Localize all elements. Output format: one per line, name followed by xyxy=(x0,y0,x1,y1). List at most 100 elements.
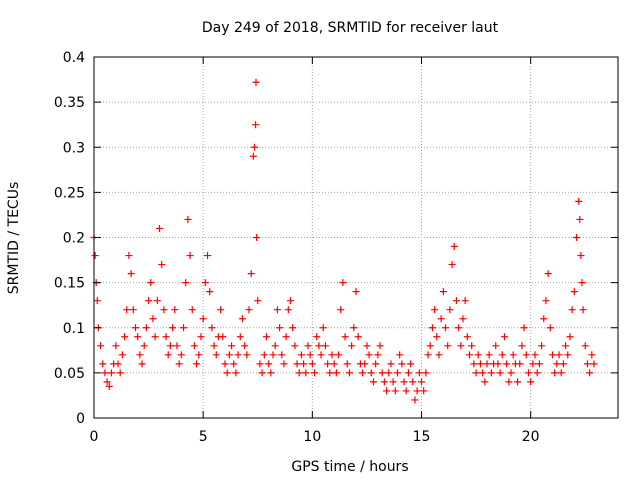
data-point xyxy=(262,333,270,341)
data-point xyxy=(190,342,198,350)
data-point xyxy=(228,342,236,350)
data-point xyxy=(134,333,142,341)
data-point xyxy=(422,369,430,377)
data-point xyxy=(212,351,220,359)
data-point xyxy=(140,342,148,350)
data-point xyxy=(576,215,584,223)
data-point xyxy=(250,143,258,151)
data-point xyxy=(208,324,216,332)
data-point xyxy=(153,297,161,305)
data-point xyxy=(448,261,456,269)
data-point xyxy=(223,369,231,377)
x-axis-label: GPS time / hours xyxy=(291,459,408,475)
data-point xyxy=(177,351,185,359)
data-point xyxy=(468,342,476,350)
data-point xyxy=(479,369,487,377)
data-point xyxy=(470,360,478,368)
data-point xyxy=(492,342,500,350)
data-point xyxy=(544,270,552,278)
data-point xyxy=(308,360,316,368)
data-point xyxy=(267,369,275,377)
data-point xyxy=(411,396,419,404)
data-point xyxy=(374,351,382,359)
data-point xyxy=(387,360,395,368)
data-point xyxy=(581,342,589,350)
data-point xyxy=(483,360,491,368)
data-point xyxy=(175,360,183,368)
data-point xyxy=(256,360,264,368)
data-point xyxy=(459,315,467,323)
data-point xyxy=(376,342,384,350)
x-tick-label: 15 xyxy=(413,429,431,445)
data-point xyxy=(249,152,257,160)
data-point xyxy=(372,360,380,368)
data-point xyxy=(260,351,268,359)
data-point xyxy=(101,369,109,377)
data-point xyxy=(562,342,570,350)
data-point xyxy=(415,369,423,377)
data-point xyxy=(437,315,445,323)
data-point xyxy=(297,351,305,359)
data-point xyxy=(367,369,375,377)
data-point xyxy=(291,342,299,350)
data-point xyxy=(365,351,373,359)
data-point xyxy=(300,360,308,368)
data-point xyxy=(169,324,177,332)
data-point xyxy=(156,224,163,232)
data-point xyxy=(304,342,312,350)
data-point xyxy=(293,360,301,368)
data-point xyxy=(444,342,452,350)
data-point xyxy=(138,360,146,368)
data-point xyxy=(180,324,188,332)
data-point xyxy=(391,387,399,395)
data-point xyxy=(450,243,458,251)
data-point xyxy=(206,288,214,296)
data-point xyxy=(118,351,126,359)
data-point xyxy=(557,369,565,377)
data-point xyxy=(326,369,334,377)
data-point xyxy=(424,351,432,359)
data-point xyxy=(431,306,439,314)
y-axis-label: SRMTID / TECUs xyxy=(6,182,22,295)
data-point xyxy=(476,360,484,368)
data-point xyxy=(354,333,362,341)
data-point xyxy=(186,252,194,260)
data-point xyxy=(295,369,303,377)
data-point xyxy=(566,333,574,341)
data-point xyxy=(271,342,279,350)
data-point xyxy=(393,369,401,377)
data-point xyxy=(204,252,212,260)
y-tick-label: 0.4 xyxy=(63,50,85,66)
data-point xyxy=(195,351,203,359)
data-point xyxy=(201,279,209,287)
data-point xyxy=(166,342,174,350)
data-point xyxy=(579,306,587,314)
y-tick-label: 0.25 xyxy=(54,185,85,201)
data-point xyxy=(91,252,99,260)
data-point xyxy=(518,342,526,350)
data-point xyxy=(199,315,207,323)
y-tick-label: 0.15 xyxy=(54,276,85,292)
data-point xyxy=(193,360,201,368)
data-point xyxy=(570,288,578,296)
data-point xyxy=(418,378,425,386)
data-point xyxy=(149,315,157,323)
data-point xyxy=(540,315,548,323)
data-point xyxy=(210,342,218,350)
data-point xyxy=(586,369,594,377)
data-point xyxy=(284,306,292,314)
data-point xyxy=(505,378,513,386)
axis-ticks: 0 0.05 0.1 0.15 0.2 0.25 0.3 0.35 0.4 0 5 10 15 20 xyxy=(54,50,618,445)
data-point xyxy=(463,333,471,341)
data-point xyxy=(452,297,460,305)
data-point xyxy=(337,306,345,314)
data-point xyxy=(247,270,255,278)
data-point xyxy=(509,351,517,359)
data-point xyxy=(461,297,469,305)
data-point xyxy=(426,342,434,350)
data-point xyxy=(232,369,240,377)
data-point xyxy=(507,369,515,377)
data-point xyxy=(472,369,480,377)
data-point xyxy=(590,360,598,368)
data-point xyxy=(439,288,447,296)
